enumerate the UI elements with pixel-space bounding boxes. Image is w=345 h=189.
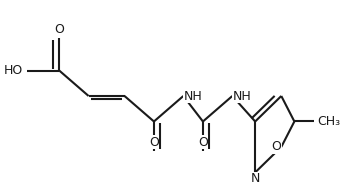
Text: O: O [272, 140, 281, 153]
Text: HO: HO [4, 64, 23, 77]
Text: O: O [54, 23, 64, 36]
Text: NH: NH [183, 90, 202, 102]
Text: CH₃: CH₃ [317, 115, 341, 128]
Text: NH: NH [232, 90, 251, 102]
Text: N: N [250, 172, 260, 185]
Text: O: O [198, 136, 208, 149]
Text: O: O [149, 136, 159, 149]
